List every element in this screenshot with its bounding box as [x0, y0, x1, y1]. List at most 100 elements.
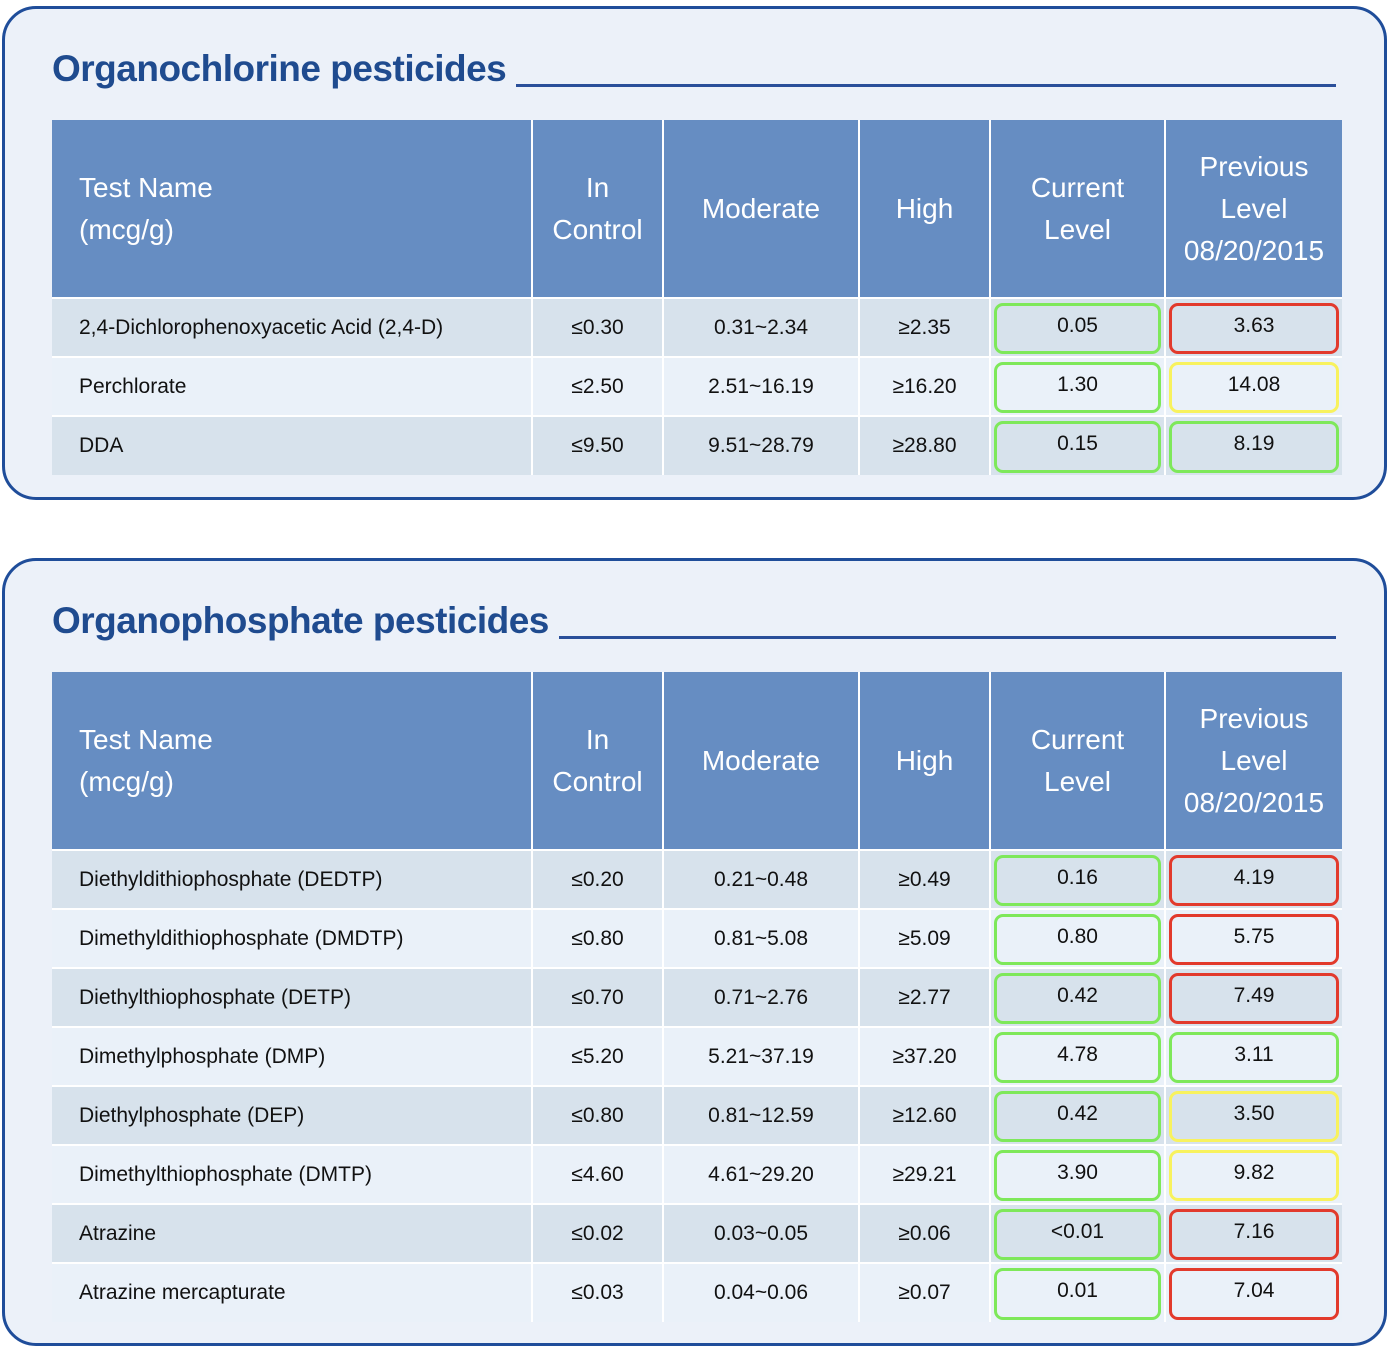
moderate-cell: 5.21~37.19: [663, 1026, 860, 1086]
test-name-cell: Diethyldithiophosphate (DEDTP): [52, 849, 533, 909]
test-name-cell: DDA: [52, 415, 533, 475]
high-cell: ≥2.35: [859, 297, 991, 357]
test-name-cell: Atrazine: [52, 1203, 533, 1263]
test-name-cell: Dimethyldithiophosphate (DMDTP): [52, 908, 533, 968]
section-title: Organochlorine pesticides: [52, 48, 507, 89]
previous-level-badge: 8.19: [1169, 421, 1339, 473]
table-row: Dimethylphosphate (DMP) ≤5.20 5.21~37.19 ≥3…: [52, 1026, 1342, 1086]
header-high: High: [859, 120, 991, 298]
current-level-cell: 3.90: [990, 1144, 1166, 1204]
current-level-badge: 0.42: [994, 973, 1161, 1024]
section-title-row: Organophosphate pesticides: [52, 587, 1336, 643]
table-row: Dimethylthiophosphate (DMTP) ≤4.60 4.61~29…: [52, 1144, 1342, 1204]
test-name-cell: Dimethylthiophosphate (DMTP): [52, 1144, 533, 1204]
test-name-cell: Diethylphosphate (DEP): [52, 1085, 533, 1145]
current-level-cell: <0.01: [990, 1203, 1166, 1263]
test-name-cell: Dimethylphosphate (DMP): [52, 1026, 533, 1086]
title-underline: [516, 84, 1336, 87]
table-row: Dimethyldithiophosphate (DMDTP) ≤0.80 0.81…: [52, 908, 1342, 968]
in-control-cell: ≤5.20: [532, 1026, 664, 1086]
high-cell: ≥37.20: [859, 1026, 991, 1086]
high-cell: ≥5.09: [859, 908, 991, 968]
current-level-cell: 0.15: [990, 415, 1166, 475]
table-row: Atrazine mercapturate ≤0.03 0.04~0.06 ≥0.07…: [52, 1262, 1342, 1322]
previous-level-badge: 7.04: [1169, 1268, 1339, 1320]
moderate-cell: 0.04~0.06: [663, 1262, 860, 1322]
previous-level-cell: 3.50: [1165, 1085, 1342, 1145]
previous-level-cell: 7.04: [1165, 1262, 1342, 1322]
in-control-cell: ≤4.60: [532, 1144, 664, 1204]
table-row: Perchlorate ≤2.50 2.51~16.19 ≥16.20 1.30 14.0…: [52, 356, 1342, 416]
previous-level-cell: 5.75: [1165, 908, 1342, 968]
previous-level-cell: 7.16: [1165, 1203, 1342, 1263]
organochlorine-panel: Organochlorine pesticides Test Name (mcg/…: [2, 6, 1387, 500]
current-level-badge: 0.01: [994, 1268, 1161, 1320]
high-cell: ≥29.21: [859, 1144, 991, 1204]
moderate-cell: 0.21~0.48: [663, 849, 860, 909]
moderate-cell: 9.51~28.79: [663, 415, 860, 475]
test-name-cell: Diethylthiophosphate (DETP): [52, 967, 533, 1027]
table-row: Diethyldithiophosphate (DEDTP) ≤0.20 0.21~…: [52, 849, 1342, 909]
previous-level-cell: 4.19: [1165, 849, 1342, 909]
previous-level-cell: 8.19: [1165, 415, 1342, 475]
header-current-level: Current Level: [990, 120, 1166, 298]
previous-level-badge: 4.19: [1169, 855, 1339, 906]
current-level-badge: 0.80: [994, 914, 1161, 965]
previous-level-cell: 9.82: [1165, 1144, 1342, 1204]
previous-level-cell: 3.63: [1165, 297, 1342, 357]
moderate-cell: 0.31~2.34: [663, 297, 860, 357]
table-header-row: Test Name (mcg/g) In Control Moderate High…: [52, 672, 1342, 850]
in-control-cell: ≤0.03: [532, 1262, 664, 1322]
previous-level-cell: 3.11: [1165, 1026, 1342, 1086]
moderate-cell: 0.71~2.76: [663, 967, 860, 1027]
current-level-cell: 0.05: [990, 297, 1166, 357]
in-control-cell: ≤0.20: [532, 849, 664, 909]
section-title-row: Organochlorine pesticides: [52, 35, 1336, 91]
previous-level-badge: 5.75: [1169, 914, 1339, 965]
in-control-cell: ≤0.30: [532, 297, 664, 357]
header-moderate: Moderate: [663, 120, 860, 298]
header-previous-level: Previous Level 08/20/2015: [1165, 672, 1342, 850]
in-control-cell: ≤0.70: [532, 967, 664, 1027]
current-level-cell: 1.30: [990, 356, 1166, 416]
high-cell: ≥0.07: [859, 1262, 991, 1322]
previous-level-badge: 14.08: [1169, 362, 1339, 413]
header-in-control: In Control: [532, 120, 664, 298]
results-table: Test Name (mcg/g) In Control Moderate High…: [52, 120, 1342, 475]
current-level-badge: <0.01: [994, 1209, 1161, 1260]
test-name-cell: Perchlorate: [52, 356, 533, 416]
current-level-cell: 0.42: [990, 1085, 1166, 1145]
moderate-cell: 4.61~29.20: [663, 1144, 860, 1204]
test-name-cell: 2,4-Dichlorophenoxyacetic Acid (2,4-D): [52, 297, 533, 357]
table-row: Diethylthiophosphate (DETP) ≤0.70 0.71~2.7…: [52, 967, 1342, 1027]
high-cell: ≥12.60: [859, 1085, 991, 1145]
current-level-badge: 4.78: [994, 1032, 1161, 1083]
moderate-cell: 0.03~0.05: [663, 1203, 860, 1263]
in-control-cell: ≤0.80: [532, 908, 664, 968]
results-table: Test Name (mcg/g) In Control Moderate High…: [52, 672, 1342, 1322]
table-row: 2,4-Dichlorophenoxyacetic Acid (2,4-D) ≤0…: [52, 297, 1342, 357]
previous-level-cell: 14.08: [1165, 356, 1342, 416]
current-level-cell: 0.42: [990, 967, 1166, 1027]
in-control-cell: ≤0.80: [532, 1085, 664, 1145]
previous-level-badge: 7.49: [1169, 973, 1339, 1024]
title-underline: [558, 636, 1336, 639]
high-cell: ≥0.49: [859, 849, 991, 909]
current-level-badge: 3.90: [994, 1150, 1161, 1201]
current-level-badge: 0.05: [994, 303, 1161, 354]
in-control-cell: ≤2.50: [532, 356, 664, 416]
previous-level-badge: 9.82: [1169, 1150, 1339, 1201]
previous-level-badge: 3.63: [1169, 303, 1339, 354]
header-previous-level: Previous Level 08/20/2015: [1165, 120, 1342, 298]
organophosphate-panel: Organophosphate pesticides Test Name (mcg…: [2, 558, 1387, 1346]
table-row: DDA ≤9.50 9.51~28.79 ≥28.80 0.15 8.19: [52, 415, 1342, 475]
previous-level-badge: 7.16: [1169, 1209, 1339, 1260]
previous-level-cell: 7.49: [1165, 967, 1342, 1027]
section-title: Organophosphate pesticides: [52, 600, 549, 641]
table-header-row: Test Name (mcg/g) In Control Moderate High…: [52, 120, 1342, 298]
test-name-cell: Atrazine mercapturate: [52, 1262, 533, 1322]
current-level-badge: 1.30: [994, 362, 1161, 413]
current-level-cell: 4.78: [990, 1026, 1166, 1086]
moderate-cell: 0.81~12.59: [663, 1085, 860, 1145]
table-row: Atrazine ≤0.02 0.03~0.05 ≥0.06 <0.01 7.16: [52, 1203, 1342, 1263]
